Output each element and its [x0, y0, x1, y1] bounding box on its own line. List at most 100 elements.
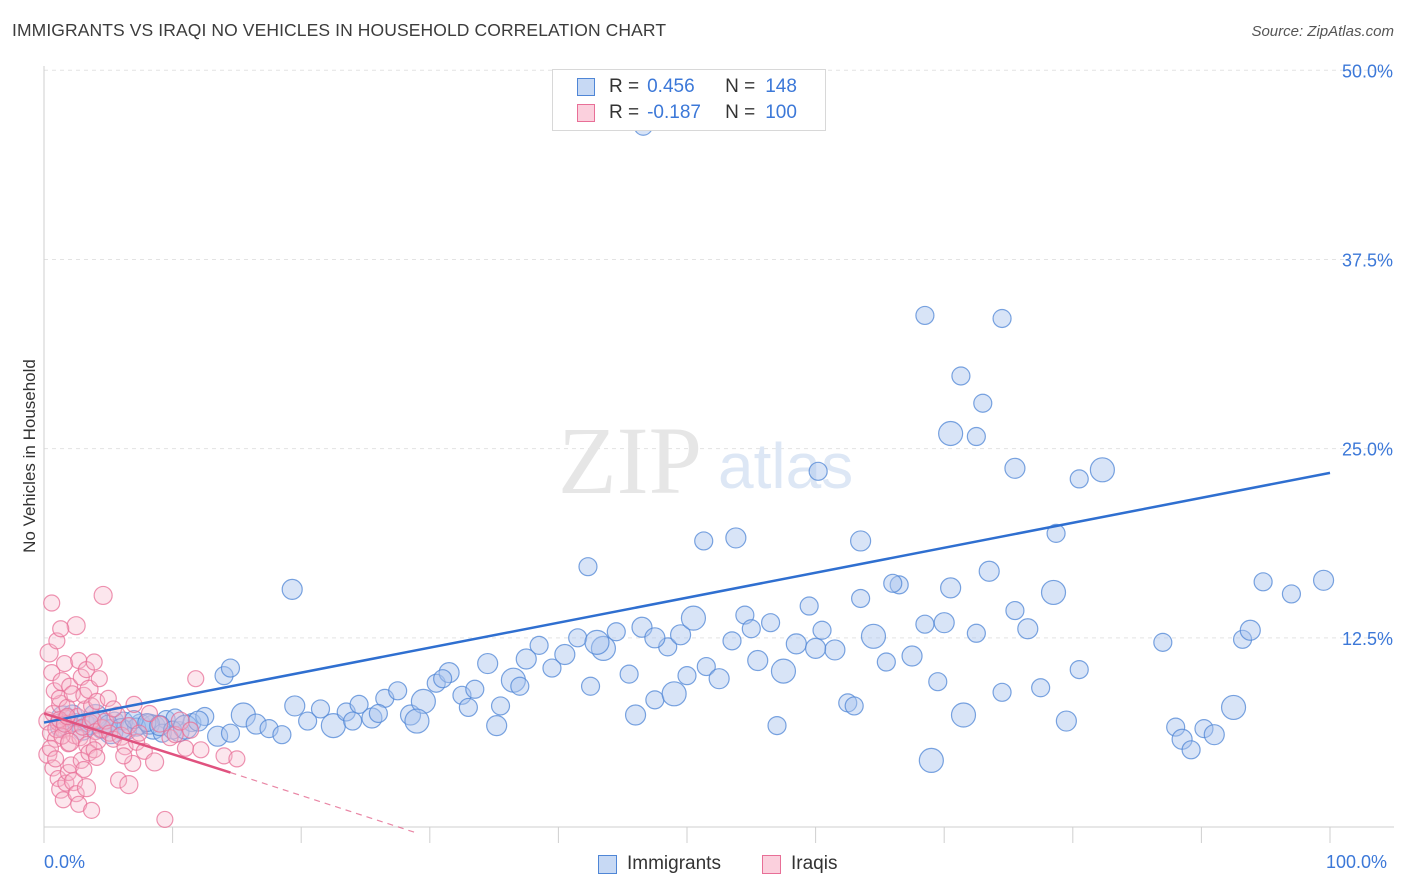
bottom-legend-immigrants: Immigrants — [598, 852, 721, 876]
immigrants-point — [844, 696, 864, 716]
immigrants-point — [799, 596, 819, 616]
immigrants-point — [918, 747, 944, 774]
immigrants-point — [404, 708, 430, 734]
immigrants-trend-line — [43, 471, 1331, 724]
immigrants-point — [933, 612, 955, 634]
iraqis-point — [130, 724, 148, 742]
legend-n-label: N = — [725, 76, 756, 97]
immigrants-point — [207, 725, 229, 747]
immigrants-point — [661, 681, 687, 707]
immigrants-point — [1281, 584, 1302, 604]
immigrants-point — [824, 639, 846, 661]
immigrants-point — [515, 648, 537, 670]
iraqis-point — [215, 747, 233, 765]
immigrants-point — [486, 714, 508, 737]
immigrants-point — [915, 305, 935, 326]
immigrants-point — [804, 637, 827, 660]
iraqis-point — [46, 750, 65, 768]
immigrants-point — [388, 681, 408, 701]
iraqis-trend-line — [43, 712, 231, 774]
immigrants-point — [992, 682, 1012, 702]
immigrants-point — [1181, 740, 1201, 760]
legend-row-immigrants: R = 0.456 N = 148 — [577, 75, 797, 99]
iraqis-swatch — [762, 854, 781, 874]
immigrants-point — [992, 308, 1012, 329]
immigrants-point — [978, 560, 1000, 582]
immigrants-point — [938, 420, 964, 447]
immigrants-point — [1055, 710, 1077, 732]
iraqis-points — [38, 585, 246, 829]
immigrants-point — [1232, 629, 1253, 649]
trend-lines — [43, 471, 1331, 834]
immigrants-point — [284, 695, 306, 717]
legend-r-value: -0.187 — [647, 102, 701, 123]
iraqis-point — [43, 594, 61, 612]
immigrants-point — [624, 704, 647, 726]
immigrants-point — [568, 628, 588, 648]
iraqis-point — [82, 801, 101, 819]
immigrants-point — [510, 676, 530, 696]
iraqis-trend-extension — [230, 771, 418, 834]
immigrants-point — [951, 366, 971, 386]
source-note: Source: ZipAtlas.com — [1251, 23, 1394, 40]
iraqis-point — [144, 752, 165, 772]
immigrants-point — [580, 676, 601, 696]
legend-n-value: 148 — [765, 76, 797, 97]
immigrants-point — [245, 713, 267, 735]
y-tick-label: 37.5% — [1342, 250, 1393, 270]
immigrants-point — [669, 624, 692, 646]
immigrants-point — [940, 577, 962, 599]
immigrants-point — [901, 645, 923, 667]
legend-row-iraqis: R = -0.187 N = 100 — [577, 101, 797, 125]
immigrants-point — [677, 666, 697, 686]
immigrants-point — [725, 527, 747, 549]
legend-r-value: 0.456 — [647, 76, 695, 97]
immigrants-point — [298, 711, 318, 731]
immigrants-swatch — [598, 854, 617, 874]
iraqis-point — [228, 750, 246, 768]
immigrants-point — [1166, 717, 1186, 737]
immigrants-point — [1040, 579, 1067, 606]
y-tick-label: 25.0% — [1342, 440, 1393, 460]
iraqis-point — [38, 744, 58, 764]
iraqis-point — [166, 726, 184, 744]
immigrants-point — [1069, 469, 1089, 489]
immigrants-point — [808, 461, 828, 481]
immigrants-point — [1017, 618, 1039, 640]
watermark-atlas: atlas — [718, 430, 853, 502]
iraqis-point — [52, 672, 72, 692]
immigrants-point — [645, 690, 665, 710]
immigrants-point — [708, 668, 730, 690]
immigrants-point — [195, 706, 215, 727]
immigrants-point — [1031, 678, 1051, 698]
immigrants-point — [220, 658, 241, 678]
immigrants-point — [1046, 523, 1066, 543]
iraqis-point — [93, 585, 113, 606]
iraqis-point — [41, 739, 60, 757]
immigrants-point — [851, 588, 871, 609]
legend-r-label: R = — [609, 102, 640, 123]
immigrants-point — [760, 613, 781, 633]
immigrants-points — [49, 116, 1335, 774]
immigrants-point — [1004, 457, 1026, 479]
iraqis-point — [88, 748, 106, 766]
chart-title: IMMIGRANTS VS IRAQI NO VEHICLES IN HOUSE… — [12, 20, 667, 40]
watermark: ZIP atlas — [558, 407, 853, 514]
x-tick-label-min: 0.0% — [44, 852, 86, 872]
legend-n-label: N = — [725, 102, 756, 123]
immigrants-point — [850, 530, 872, 552]
iraqis-point — [71, 729, 89, 747]
bottom-legend-iraqis: Iraqis — [762, 852, 837, 876]
immigrants-point — [272, 725, 292, 745]
immigrants-point — [1089, 457, 1115, 483]
immigrants-point — [458, 697, 478, 718]
immigrants-point — [584, 629, 610, 655]
y-tick-label: 12.5% — [1342, 629, 1393, 649]
immigrants-point — [1069, 659, 1089, 680]
iraqis-point — [76, 778, 97, 798]
immigrants-point — [973, 393, 993, 413]
immigrants-point — [696, 656, 716, 677]
immigrants-point — [529, 635, 549, 655]
immigrants-point — [490, 696, 511, 716]
y-tick-labels: 12.5% 25.0% 37.5% 50.0% — [1342, 61, 1393, 649]
